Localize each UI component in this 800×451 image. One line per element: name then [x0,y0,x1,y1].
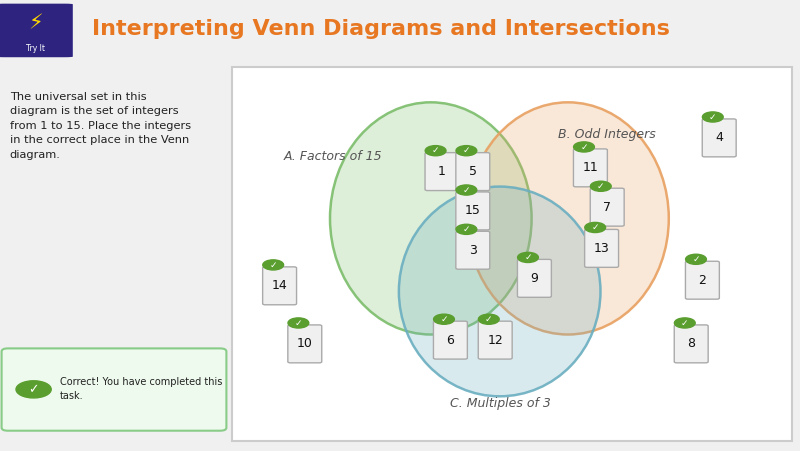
Text: Interpreting Venn Diagrams and Intersections: Interpreting Venn Diagrams and Intersect… [92,19,670,39]
FancyBboxPatch shape [2,349,226,431]
Text: ✓: ✓ [485,315,493,324]
Circle shape [425,146,446,156]
Circle shape [686,254,706,264]
Text: 7: 7 [603,201,611,214]
Circle shape [590,181,611,191]
Circle shape [434,314,454,324]
Text: ✓: ✓ [524,253,532,262]
Text: 1: 1 [438,165,446,178]
Circle shape [702,112,723,122]
FancyBboxPatch shape [262,267,297,305]
Text: ✓: ✓ [597,182,605,191]
Text: 15: 15 [465,204,481,217]
Circle shape [674,318,695,328]
Text: 8: 8 [687,337,695,350]
Text: ✓: ✓ [580,143,588,152]
Text: 14: 14 [272,279,287,292]
Circle shape [585,222,606,233]
Text: 11: 11 [582,161,598,175]
FancyBboxPatch shape [434,321,467,359]
Ellipse shape [399,187,601,396]
Text: 10: 10 [297,337,313,350]
Text: ✓: ✓ [462,225,470,234]
Circle shape [262,260,283,270]
Circle shape [288,318,309,328]
Text: ✓: ✓ [294,318,302,327]
Ellipse shape [467,102,669,335]
Text: A. Factors of 15: A. Factors of 15 [283,150,382,163]
Circle shape [478,314,499,324]
FancyBboxPatch shape [674,325,708,363]
Circle shape [574,142,594,152]
Text: ✓: ✓ [432,146,439,155]
Text: 4: 4 [715,131,723,144]
FancyBboxPatch shape [518,259,551,297]
Text: The universal set in this
diagram is the set of integers
from 1 to 15. Place the: The universal set in this diagram is the… [10,92,190,160]
FancyBboxPatch shape [456,192,490,230]
FancyBboxPatch shape [0,4,73,57]
Circle shape [456,185,477,195]
Text: ✓: ✓ [681,318,689,327]
Text: 2: 2 [698,274,706,287]
FancyBboxPatch shape [232,67,792,441]
FancyBboxPatch shape [425,152,459,191]
Text: ✓: ✓ [462,146,470,155]
Circle shape [456,224,477,235]
Text: 12: 12 [487,334,503,347]
FancyBboxPatch shape [702,119,736,157]
Text: ⚡: ⚡ [28,13,42,33]
Text: ✓: ✓ [591,223,599,232]
FancyBboxPatch shape [478,321,512,359]
Text: 13: 13 [594,242,610,255]
Text: ✓: ✓ [440,315,448,324]
Text: ✓: ✓ [692,255,700,264]
FancyBboxPatch shape [456,152,490,191]
Text: ✓: ✓ [709,112,717,121]
Text: Try It: Try It [26,44,45,53]
FancyBboxPatch shape [288,325,322,363]
Text: Correct! You have completed this
task.: Correct! You have completed this task. [60,377,222,401]
FancyBboxPatch shape [590,188,624,226]
FancyBboxPatch shape [686,261,719,299]
Text: 5: 5 [469,165,477,178]
Circle shape [518,253,538,262]
Circle shape [456,146,477,156]
Ellipse shape [330,102,531,335]
Text: ✓: ✓ [462,185,470,194]
Text: ✓: ✓ [270,260,277,269]
Circle shape [16,381,51,398]
FancyBboxPatch shape [574,149,607,187]
FancyBboxPatch shape [456,231,490,269]
Text: 3: 3 [469,244,477,257]
Text: 9: 9 [530,272,538,285]
Text: B. Odd Integers: B. Odd Integers [558,128,656,141]
Text: 6: 6 [446,334,454,347]
Text: C. Multiples of 3: C. Multiples of 3 [450,397,551,410]
FancyBboxPatch shape [585,230,618,267]
Text: ✓: ✓ [28,383,39,396]
